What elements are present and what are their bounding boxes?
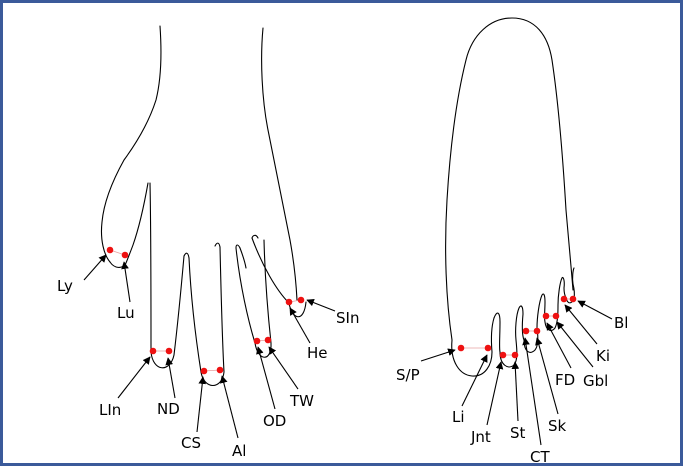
arrow-st xyxy=(511,361,520,422)
point-pair-cs-al xyxy=(200,366,224,375)
hand-outline xyxy=(100,25,307,387)
dot-cs xyxy=(200,367,208,375)
dot-sin xyxy=(297,296,305,304)
arrow-gbl xyxy=(556,321,594,368)
dot-jnt xyxy=(499,351,507,359)
dot-od xyxy=(253,337,261,345)
hand-labels: Ly Lu LIn ND CS Al OD TW He SIn xyxy=(57,277,359,460)
dot-he xyxy=(285,298,293,306)
label-al: Al xyxy=(232,442,246,460)
dot-fd xyxy=(542,312,550,320)
arrow-lin xyxy=(117,356,151,399)
point-pair-sp-li xyxy=(457,344,492,352)
arrow-al xyxy=(220,375,239,439)
dot-st xyxy=(511,351,519,359)
dot-ly xyxy=(106,246,114,254)
label-gbl: Gbl xyxy=(583,372,608,390)
arrow-li xyxy=(461,354,488,407)
arrow-he xyxy=(289,307,311,344)
arrow-lu xyxy=(121,261,131,303)
hand-points xyxy=(106,246,305,375)
label-lin: LIn xyxy=(99,401,121,419)
dot-li xyxy=(484,344,492,352)
dot-lu xyxy=(121,251,129,259)
arrow-bl xyxy=(577,300,613,320)
dot-bl xyxy=(569,295,577,303)
label-ct: CT xyxy=(530,448,550,466)
label-bl: Bl xyxy=(614,314,628,332)
label-od: OD xyxy=(263,412,286,430)
dot-tw xyxy=(264,336,272,344)
arrow-tw xyxy=(268,346,299,390)
dot-ct xyxy=(522,327,530,335)
arrow-cs xyxy=(196,376,207,433)
foot-outline xyxy=(445,17,575,377)
point-pair-fd-gbl xyxy=(542,312,560,320)
point-pair-ki-bl xyxy=(560,295,577,303)
label-cs: CS xyxy=(181,434,201,452)
arrow-ki xyxy=(564,304,598,345)
foot-arrows xyxy=(420,300,613,446)
label-tw: TW xyxy=(289,392,314,410)
dot-nd xyxy=(165,347,173,355)
arrow-sp xyxy=(420,348,456,362)
label-ki: Ki xyxy=(596,347,610,365)
label-sin: SIn xyxy=(336,309,359,327)
foot-labels: S/P Li Jnt St CT Sk FD Gbl Ki Bl xyxy=(396,314,628,466)
dot-gbl xyxy=(552,312,560,320)
label-fd: FD xyxy=(555,371,575,389)
arrow-jnt xyxy=(486,361,504,426)
arrow-sin xyxy=(306,298,336,312)
label-nd: ND xyxy=(157,400,180,418)
point-pair-he-sin xyxy=(285,296,305,306)
label-sp: S/P xyxy=(396,366,420,384)
hand-arrows xyxy=(83,254,336,439)
arrow-ct xyxy=(522,337,542,446)
label-jnt: Jnt xyxy=(470,428,491,446)
label-he: He xyxy=(307,344,328,362)
dot-al xyxy=(216,366,224,374)
dot-ki xyxy=(560,295,568,303)
dot-sk xyxy=(533,327,541,335)
arrow-od xyxy=(256,346,276,410)
label-lu: Lu xyxy=(117,304,135,322)
arrow-ly xyxy=(83,254,107,281)
point-pair-jnt-st xyxy=(499,351,519,359)
point-pair-ly-lu xyxy=(106,246,129,259)
dot-sp xyxy=(457,344,465,352)
arrow-sk xyxy=(535,337,559,415)
foot-points xyxy=(457,295,577,359)
point-pair-od-tw xyxy=(253,336,272,345)
point-pair-ct-sk xyxy=(522,327,541,335)
arrow-nd xyxy=(165,357,176,399)
dot-lin xyxy=(149,347,157,355)
label-sk: Sk xyxy=(548,417,567,435)
label-li: Li xyxy=(452,408,465,426)
arrow-fd xyxy=(546,322,572,369)
label-ly: Ly xyxy=(57,277,73,295)
label-st: St xyxy=(510,424,526,442)
point-pair-lin-nd xyxy=(149,347,173,355)
